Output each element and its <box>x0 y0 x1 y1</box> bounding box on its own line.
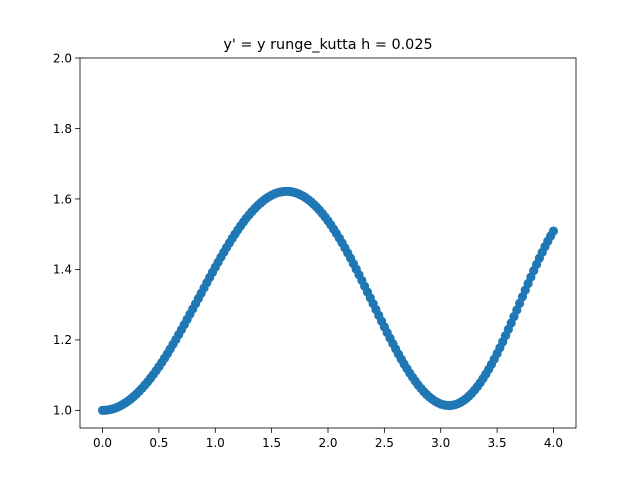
scatter-series <box>97 186 559 415</box>
x-tick-label: 0.5 <box>149 436 168 450</box>
chart-title: y' = y runge_kutta h = 0.025 <box>223 37 432 53</box>
scatter-point <box>548 226 559 236</box>
x-tick-label: 4.0 <box>544 436 563 450</box>
y-tick-label: 1.2 <box>53 333 72 347</box>
y-tick-label: 1.6 <box>53 192 72 206</box>
y-axis: 1.0 1.2 1.4 1.6 1.8 2.0 <box>53 51 80 418</box>
y-tick-label: 2.0 <box>53 51 72 65</box>
x-tick-label: 1.5 <box>262 436 281 450</box>
x-tick-label: 3.5 <box>488 436 507 450</box>
x-axis: 0.0 0.5 1.0 1.5 2.0 2.5 3.0 3.5 4.0 <box>93 428 563 450</box>
y-tick-label: 1.0 <box>53 404 72 418</box>
x-tick-label: 2.5 <box>375 436 394 450</box>
x-tick-label: 0.0 <box>93 436 112 450</box>
x-tick-label: 1.0 <box>206 436 225 450</box>
y-tick-label: 1.4 <box>53 263 72 277</box>
plot-frame <box>79 57 577 429</box>
x-tick-label: 2.0 <box>318 436 337 450</box>
x-tick-label: 3.0 <box>431 436 450 450</box>
y-tick-label: 1.8 <box>53 122 72 136</box>
